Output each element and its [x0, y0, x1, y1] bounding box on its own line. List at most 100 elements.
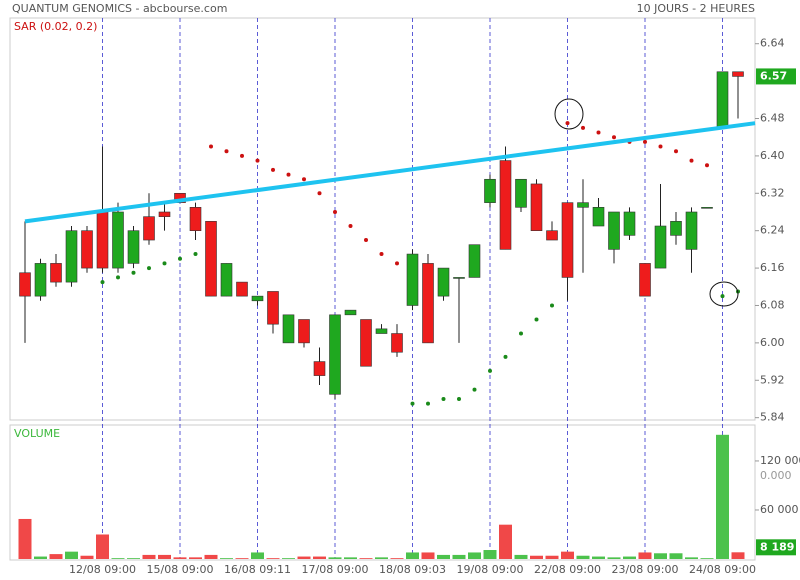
candle-body — [81, 230, 93, 269]
volume-bar — [716, 434, 729, 559]
volume-bar — [654, 553, 667, 559]
sar-dot — [643, 139, 647, 144]
volume-bar — [189, 557, 202, 559]
candle-body — [639, 263, 651, 297]
volume-bar — [514, 554, 528, 559]
sar-dot — [441, 396, 446, 401]
volume-bar — [406, 552, 419, 559]
sar-dot — [224, 149, 229, 154]
volume-bar — [49, 554, 63, 559]
sar-dot — [519, 331, 523, 336]
candle-body — [406, 253, 419, 306]
candle-body — [422, 263, 434, 344]
y-tick-label: 6.32 — [760, 186, 785, 199]
sar-dot — [178, 256, 182, 261]
candle-body — [96, 211, 109, 269]
sar-dot — [674, 149, 678, 154]
volume-bar — [731, 552, 745, 559]
volume-bar — [34, 556, 47, 559]
x-tick-label: 12/08 09:00 — [69, 563, 136, 576]
volume-tick-label: 60 000 — [760, 503, 799, 516]
sar-dot — [457, 396, 461, 401]
volume-bar — [390, 558, 404, 559]
candle-body — [530, 183, 543, 231]
sar-dot — [534, 317, 539, 322]
volume-bar — [266, 558, 280, 559]
sar-dot — [271, 167, 275, 172]
candle-body — [608, 211, 620, 250]
volume-bar — [297, 556, 311, 559]
volume-bar — [499, 524, 512, 559]
sar-dot — [565, 121, 570, 126]
x-tick-label: 18/08 09:03 — [379, 563, 446, 576]
candle-body — [391, 333, 403, 353]
sar-dot — [302, 177, 306, 182]
sar-dot — [488, 368, 492, 373]
candle-body — [546, 230, 558, 241]
volume-bar — [111, 558, 125, 559]
volume-bar — [576, 555, 590, 559]
volume-bar — [375, 557, 388, 559]
sar-dot — [689, 158, 694, 163]
sar-dot — [472, 387, 477, 392]
sar-label: SAR (0.02, 0.2) — [14, 20, 97, 33]
candle-body — [453, 277, 465, 279]
volume-bar — [251, 552, 264, 559]
volume-tick-label: 120 000 — [760, 454, 800, 467]
candle-body — [623, 211, 636, 236]
y-tick-label: 6.00 — [760, 336, 785, 349]
candle-body — [654, 225, 667, 269]
candle-body — [34, 263, 47, 297]
y-tick-label: 6.48 — [760, 112, 785, 125]
candle-body — [112, 211, 124, 269]
volume-bar — [220, 558, 233, 559]
last-price-box — [756, 68, 796, 85]
y-tick-label: 6.08 — [760, 298, 785, 311]
candle-body — [515, 178, 527, 208]
volume-bar — [127, 558, 140, 559]
candle-body — [282, 314, 295, 344]
sar-dot — [705, 163, 709, 168]
volume-bar — [607, 557, 621, 559]
volume-bar — [235, 558, 249, 559]
volume-bar — [437, 554, 450, 559]
volume-bar — [669, 553, 683, 559]
candle-body — [236, 281, 248, 297]
candle-body — [468, 244, 481, 278]
y-tick-label: 6.24 — [760, 224, 785, 237]
sar-dot — [379, 252, 384, 257]
y-tick-label: 6.64 — [760, 37, 785, 50]
candle-body — [732, 71, 744, 77]
volume-bar — [483, 550, 497, 559]
volume-bar — [592, 556, 605, 559]
sar-dot — [612, 135, 616, 140]
sar-dot — [286, 172, 291, 177]
candle-body — [298, 319, 310, 344]
volume-bar — [700, 558, 714, 559]
volume-bar — [18, 518, 32, 559]
volume-bar — [545, 555, 559, 559]
sar-dot — [100, 280, 105, 285]
volume-bar — [468, 552, 481, 559]
last-volume-box — [756, 539, 796, 556]
x-tick-label: 17/08 09:00 — [302, 563, 369, 576]
volume-bar — [344, 557, 357, 559]
y-tick-label: 6.40 — [760, 149, 785, 162]
volume-bar — [204, 554, 218, 559]
candle-body — [484, 178, 496, 203]
candle-body — [716, 71, 729, 129]
y-tick-label: 5.92 — [760, 373, 785, 386]
annotation-circle — [554, 98, 584, 130]
candle-body — [143, 216, 155, 241]
candle-body — [251, 295, 264, 302]
volume-panel — [9, 424, 756, 561]
sar-dot — [193, 252, 198, 257]
volume-bar — [359, 558, 373, 559]
sar-dot — [348, 224, 353, 229]
sar-dot — [426, 401, 430, 406]
x-tick-label: 16/08 09:11 — [224, 563, 291, 576]
volume-bar — [80, 555, 94, 559]
y-tick-label: 6.16 — [760, 261, 785, 274]
x-tick-label: 15/08 09:00 — [147, 563, 214, 576]
sar-dot — [395, 261, 399, 266]
